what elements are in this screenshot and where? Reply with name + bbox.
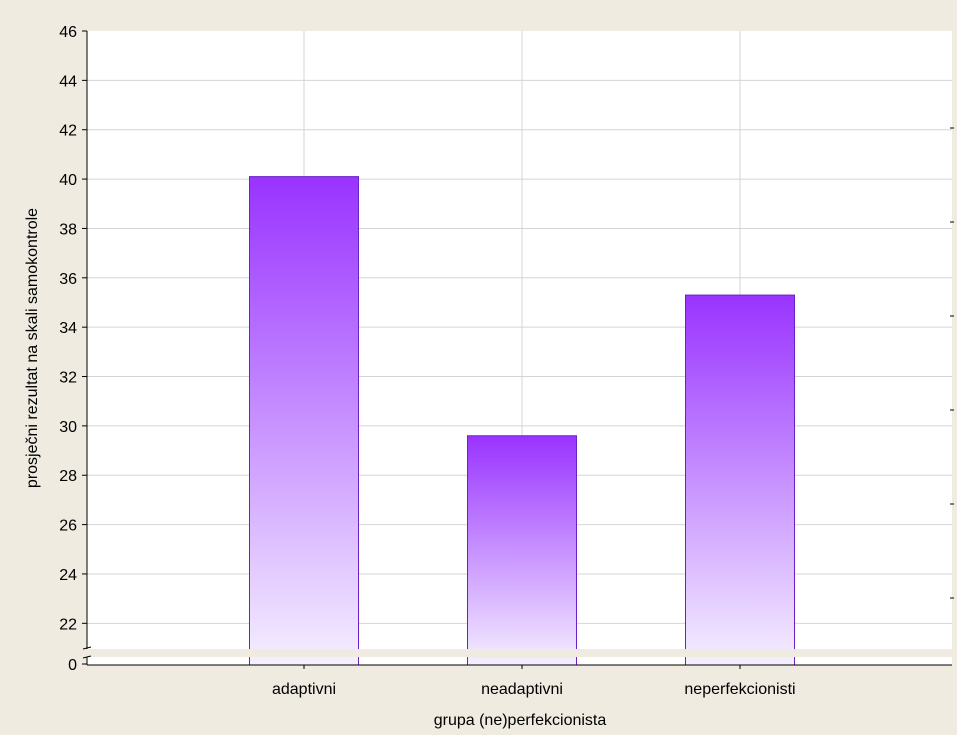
y-axis-label: prosječni rezultat na skali samokontrole: [24, 208, 41, 488]
break-mark-lower: [82, 655, 92, 659]
y-tick-label: 44: [59, 73, 77, 90]
y-tick-label: 28: [59, 468, 77, 485]
y-tick-label: 46: [59, 24, 77, 41]
y-tick-label: 32: [59, 370, 77, 387]
y-tick-labels: 46 44 42 40 38 36 34 32 30 28 26 24 22 0: [59, 24, 87, 674]
y-tick-label: 24: [59, 567, 77, 584]
x-tick-label-neperfekcionisti: neperfekcionisti: [684, 681, 795, 698]
y-tick-label: 30: [59, 419, 77, 436]
y-tick-label: 36: [59, 271, 77, 288]
y-tick-label: 34: [59, 320, 77, 337]
y-tick-label: 26: [59, 518, 77, 535]
axis-break-band: [0, 649, 957, 657]
x-tick-label-adaptivni: adaptivni: [272, 681, 336, 698]
break-mark-upper: [82, 646, 92, 650]
x-tick-label-neadaptivni: neadaptivni: [481, 681, 563, 698]
x-tick-labels: adaptivni neadaptivni neperfekcionisti: [272, 665, 796, 698]
bar-neadaptivni: [467, 435, 577, 666]
bars: [249, 176, 795, 666]
y-tick-label: 22: [59, 616, 77, 633]
axis-break: [0, 649, 957, 657]
y-tick-label: 40: [59, 172, 77, 189]
bar-adaptivni: [249, 176, 359, 666]
axes: [82, 31, 954, 666]
y-tick-label: 0: [68, 657, 77, 674]
y-tick-label: 38: [59, 221, 77, 238]
y-tick-label: 42: [59, 123, 77, 140]
x-axis-label: grupa (ne)perfekcionista: [434, 712, 607, 729]
bar-neperfekcionisti: [685, 294, 795, 666]
